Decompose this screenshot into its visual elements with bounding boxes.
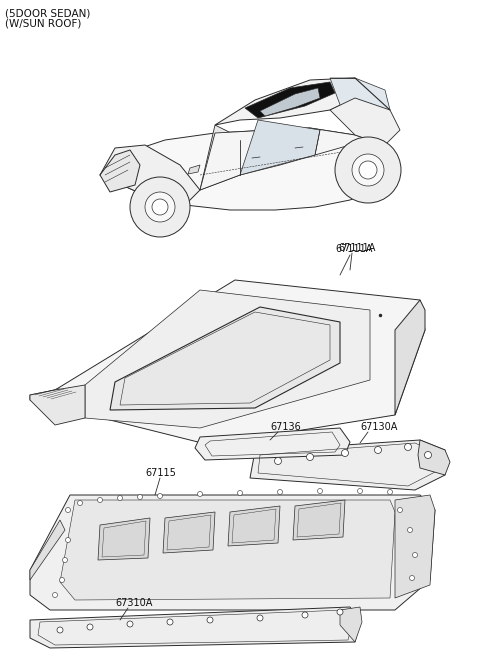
Circle shape (409, 575, 415, 581)
Polygon shape (188, 165, 200, 174)
Circle shape (302, 612, 308, 618)
Circle shape (405, 443, 411, 451)
Polygon shape (163, 512, 215, 553)
Text: 67136: 67136 (270, 422, 301, 432)
Polygon shape (200, 125, 255, 190)
Text: 67115: 67115 (145, 468, 176, 478)
Polygon shape (340, 607, 362, 642)
Polygon shape (250, 440, 445, 490)
Polygon shape (100, 128, 400, 210)
Polygon shape (60, 500, 395, 600)
Polygon shape (30, 520, 65, 580)
Polygon shape (100, 145, 200, 205)
Circle shape (207, 617, 213, 623)
Polygon shape (215, 78, 355, 125)
Circle shape (65, 508, 71, 512)
Circle shape (374, 447, 382, 453)
Circle shape (352, 154, 384, 186)
Text: 67111A: 67111A (335, 244, 372, 254)
Circle shape (397, 508, 403, 512)
Circle shape (145, 192, 175, 222)
Polygon shape (240, 120, 320, 175)
Circle shape (359, 161, 377, 179)
Circle shape (317, 489, 323, 493)
Circle shape (62, 558, 68, 562)
Circle shape (157, 493, 163, 499)
Polygon shape (293, 500, 345, 540)
Circle shape (358, 489, 362, 493)
Circle shape (307, 453, 313, 461)
Circle shape (275, 457, 281, 464)
Polygon shape (110, 307, 340, 410)
Circle shape (412, 552, 418, 558)
Polygon shape (228, 506, 280, 546)
Polygon shape (418, 440, 450, 475)
Circle shape (137, 495, 143, 499)
Polygon shape (30, 385, 85, 425)
Circle shape (130, 177, 190, 237)
Polygon shape (330, 78, 390, 122)
Circle shape (52, 592, 58, 598)
Circle shape (424, 451, 432, 459)
Polygon shape (200, 128, 400, 190)
Circle shape (257, 615, 263, 621)
Polygon shape (98, 518, 150, 560)
Circle shape (127, 621, 133, 627)
Polygon shape (245, 82, 335, 118)
Circle shape (238, 491, 242, 495)
Circle shape (387, 489, 393, 495)
Text: 67111A: 67111A (338, 243, 375, 253)
Polygon shape (395, 495, 435, 598)
Text: (W/SUN ROOF): (W/SUN ROOF) (5, 18, 82, 28)
Polygon shape (100, 150, 140, 192)
Circle shape (335, 137, 401, 203)
Circle shape (87, 624, 93, 630)
Circle shape (77, 501, 83, 506)
Circle shape (277, 489, 283, 495)
Circle shape (60, 577, 64, 583)
Circle shape (408, 527, 412, 533)
Circle shape (97, 497, 103, 502)
Polygon shape (85, 290, 370, 428)
Circle shape (57, 627, 63, 633)
Circle shape (197, 491, 203, 497)
Text: 67130A: 67130A (360, 422, 397, 432)
Polygon shape (30, 280, 425, 445)
Circle shape (118, 495, 122, 501)
Text: 67310A: 67310A (115, 598, 152, 608)
Polygon shape (395, 300, 425, 415)
Polygon shape (30, 495, 435, 610)
Polygon shape (30, 607, 360, 648)
Polygon shape (195, 428, 350, 460)
Text: (5DOOR SEDAN): (5DOOR SEDAN) (5, 8, 90, 18)
Circle shape (167, 619, 173, 625)
Circle shape (337, 609, 343, 615)
Circle shape (152, 199, 168, 215)
Polygon shape (260, 88, 320, 116)
Polygon shape (330, 98, 400, 145)
Circle shape (65, 537, 71, 543)
Circle shape (341, 449, 348, 457)
